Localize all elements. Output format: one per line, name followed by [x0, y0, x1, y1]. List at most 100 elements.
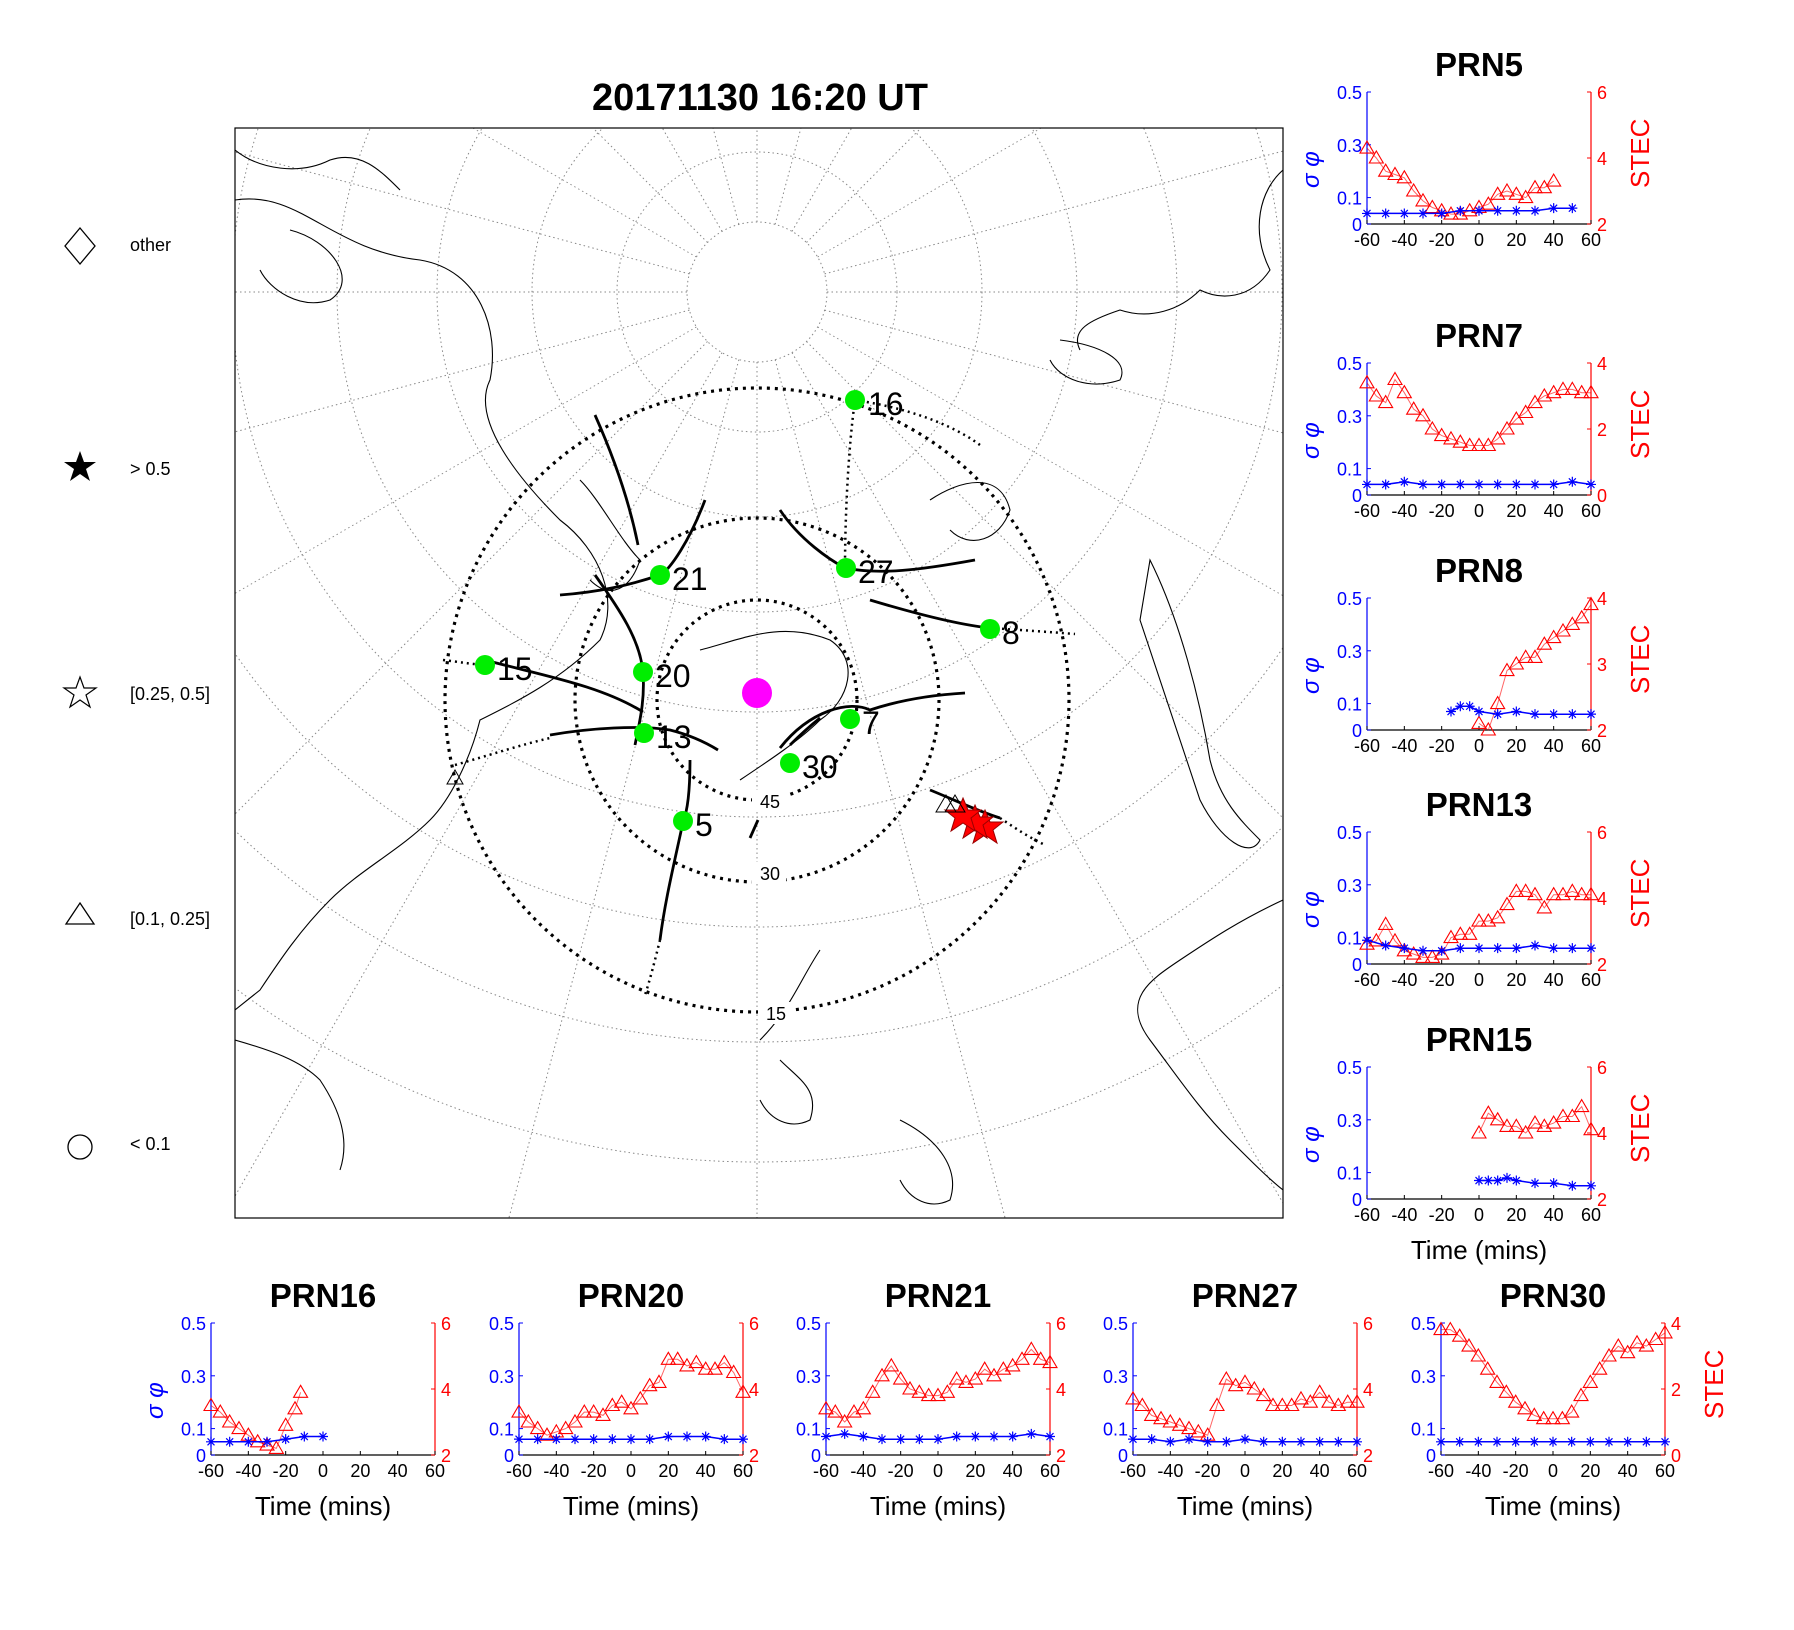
stec-point: [1591, 1361, 1608, 1375]
stec-point: [576, 1404, 593, 1418]
stec-point: [567, 1413, 583, 1428]
elevation-label-45: 45: [760, 792, 780, 812]
ipp-prn30: [780, 753, 800, 773]
stec-point: [1032, 1351, 1049, 1365]
ipp-prn13: [634, 723, 654, 743]
stec-point: [1582, 1374, 1599, 1388]
stec-point: [1274, 1397, 1291, 1412]
stec-point: [1564, 1108, 1581, 1123]
ipp-prn7: [840, 709, 860, 729]
panel-left-ylabel: σ φ: [1298, 151, 1325, 188]
stec-point: [1237, 1374, 1253, 1388]
ipp-label-prn20: 20: [655, 658, 691, 694]
stec-point: [585, 1404, 602, 1418]
panel-left-tick-label: 0.5: [1337, 589, 1362, 609]
panel-x-tick-label: 60: [1581, 230, 1601, 250]
panel-prn5: PRN5 -60 -40 -20 0 20 40 60 0 0.1 0.3 0.5 2 4 6 σ φ STEC: [1298, 46, 1655, 250]
panel-right-tick-label: 0: [1671, 1446, 1681, 1466]
stec-point: [511, 1404, 527, 1418]
stec-point: [1499, 1118, 1515, 1132]
stec-point: [1442, 1321, 1459, 1336]
stec-point: [1499, 182, 1515, 197]
stec-point: [1564, 381, 1581, 395]
track-prn21-upper: [593, 414, 640, 546]
stec-point: [1564, 883, 1581, 897]
panel-left-tick-label: 0.5: [1337, 83, 1362, 103]
stec-point: [1555, 622, 1571, 637]
panel-x-tick-label: -60: [198, 1461, 224, 1481]
stec-point: [1246, 1380, 1263, 1395]
panel-title-prn13: PRN13: [1426, 786, 1532, 823]
stec-point: [1508, 655, 1525, 670]
panel-right-tick-label: 4: [1597, 1124, 1607, 1144]
panel-x-tick-label: 20: [1272, 1461, 1292, 1481]
panel-prn16: PRN16 -60 -40 -20 0 20 40 60 0 0.1 0.3 0.5 2 4 6 σ φ Tim…: [142, 1277, 451, 1521]
panel-prn8: PRN8 -60 -40 -20 0 20 40 60 0 0.1 0.3 0.5 2 3 4 σ φ STEC: [1298, 552, 1655, 756]
ipp-label-prn8: 8: [1002, 615, 1020, 651]
sigma-series-line: [211, 1435, 323, 1443]
panel-x-tick-label: -60: [1354, 970, 1380, 990]
stec-point: [1545, 1115, 1562, 1129]
stec-point: [707, 1361, 723, 1375]
panel-x-tick-label: -40: [235, 1461, 261, 1481]
stec-point: [1433, 946, 1450, 960]
panel-right-tick-label: 4: [1363, 1380, 1373, 1400]
stec-point: [846, 1404, 862, 1418]
stec-point: [716, 1354, 733, 1369]
panel-xlabel: Time (mins): [1177, 1491, 1313, 1521]
stec-point: [1368, 149, 1385, 164]
stec-point: [1387, 371, 1403, 386]
panel-x-tick-label: 20: [1580, 1461, 1600, 1481]
panel-left-ylabel: σ φ: [1298, 891, 1325, 928]
stec-point: [1479, 1361, 1496, 1375]
stec-point: [1536, 636, 1553, 650]
sigma-series-line: [1367, 207, 1573, 215]
panel-right-ylabel: STEC: [1625, 1094, 1655, 1163]
panel-left-tick-label: 0: [1352, 721, 1362, 741]
legend-label-high: > 0.5: [130, 459, 171, 479]
ipp-label-prn30: 30: [802, 749, 838, 785]
stec-point: [1536, 1118, 1553, 1132]
sigma-point: [1567, 203, 1578, 214]
stec-point: [883, 1357, 900, 1372]
satellite-tracks: [442, 398, 1076, 996]
stec-series-line: [1366, 378, 1591, 446]
stec-point: [651, 1374, 667, 1388]
ipp-prn5: [673, 811, 693, 831]
panel-right-tick-label: 2: [1363, 1446, 1373, 1466]
panel-right-ylabel: STEC: [1625, 390, 1655, 459]
stec-point: [1517, 883, 1534, 897]
track-prn13-dotted: [454, 736, 551, 767]
panel-left-tick-label: 0.1: [1103, 1420, 1128, 1440]
panel-right-tick-label: 4: [1597, 149, 1607, 169]
panel-right-ylabel: STEC: [1699, 1350, 1729, 1419]
panel-right-tick-label: 6: [441, 1314, 451, 1334]
ipp-prn20: [633, 662, 653, 682]
stec-point: [1471, 437, 1487, 452]
stec-point: [1489, 430, 1506, 445]
panel-x-tick-label: 60: [1040, 1461, 1060, 1481]
stec-point: [1424, 199, 1441, 214]
stec-point: [212, 1404, 229, 1418]
panel-right-tick-label: 4: [1056, 1380, 1066, 1400]
panel-left-tick-label: 0.3: [1337, 136, 1362, 156]
panel-right-tick-label: 4: [1597, 354, 1607, 374]
panel-right-tick-label: 4: [1597, 589, 1607, 609]
panel-title-prn16: PRN16: [270, 1277, 376, 1314]
stec-point: [1657, 1324, 1673, 1339]
stec-point: [1415, 407, 1431, 422]
panel-right-tick-label: 2: [441, 1446, 451, 1466]
legend: other > 0.5 [0.25, 0.5] [0.1, 0.25] < 0.…: [62, 226, 210, 1160]
stec-point: [1470, 1347, 1487, 1362]
panel-x-tick-label: 40: [1544, 736, 1564, 756]
stec-point: [1424, 949, 1441, 963]
panel-left-tick-label: 0.1: [181, 1420, 206, 1440]
track-prn20: [593, 574, 645, 746]
stec-point: [1452, 926, 1469, 940]
stec-point: [1359, 140, 1375, 154]
stec-point: [1014, 1351, 1030, 1365]
panel-x-tick-label: 20: [1506, 1205, 1526, 1225]
ipp-label-prn21: 21: [672, 561, 708, 597]
panel-prn15: PRN15 -60 -40 -20 0 20 40 60 0 0.1 0.3 0.5 2 4 6 σ φ STE…: [1298, 1021, 1655, 1265]
